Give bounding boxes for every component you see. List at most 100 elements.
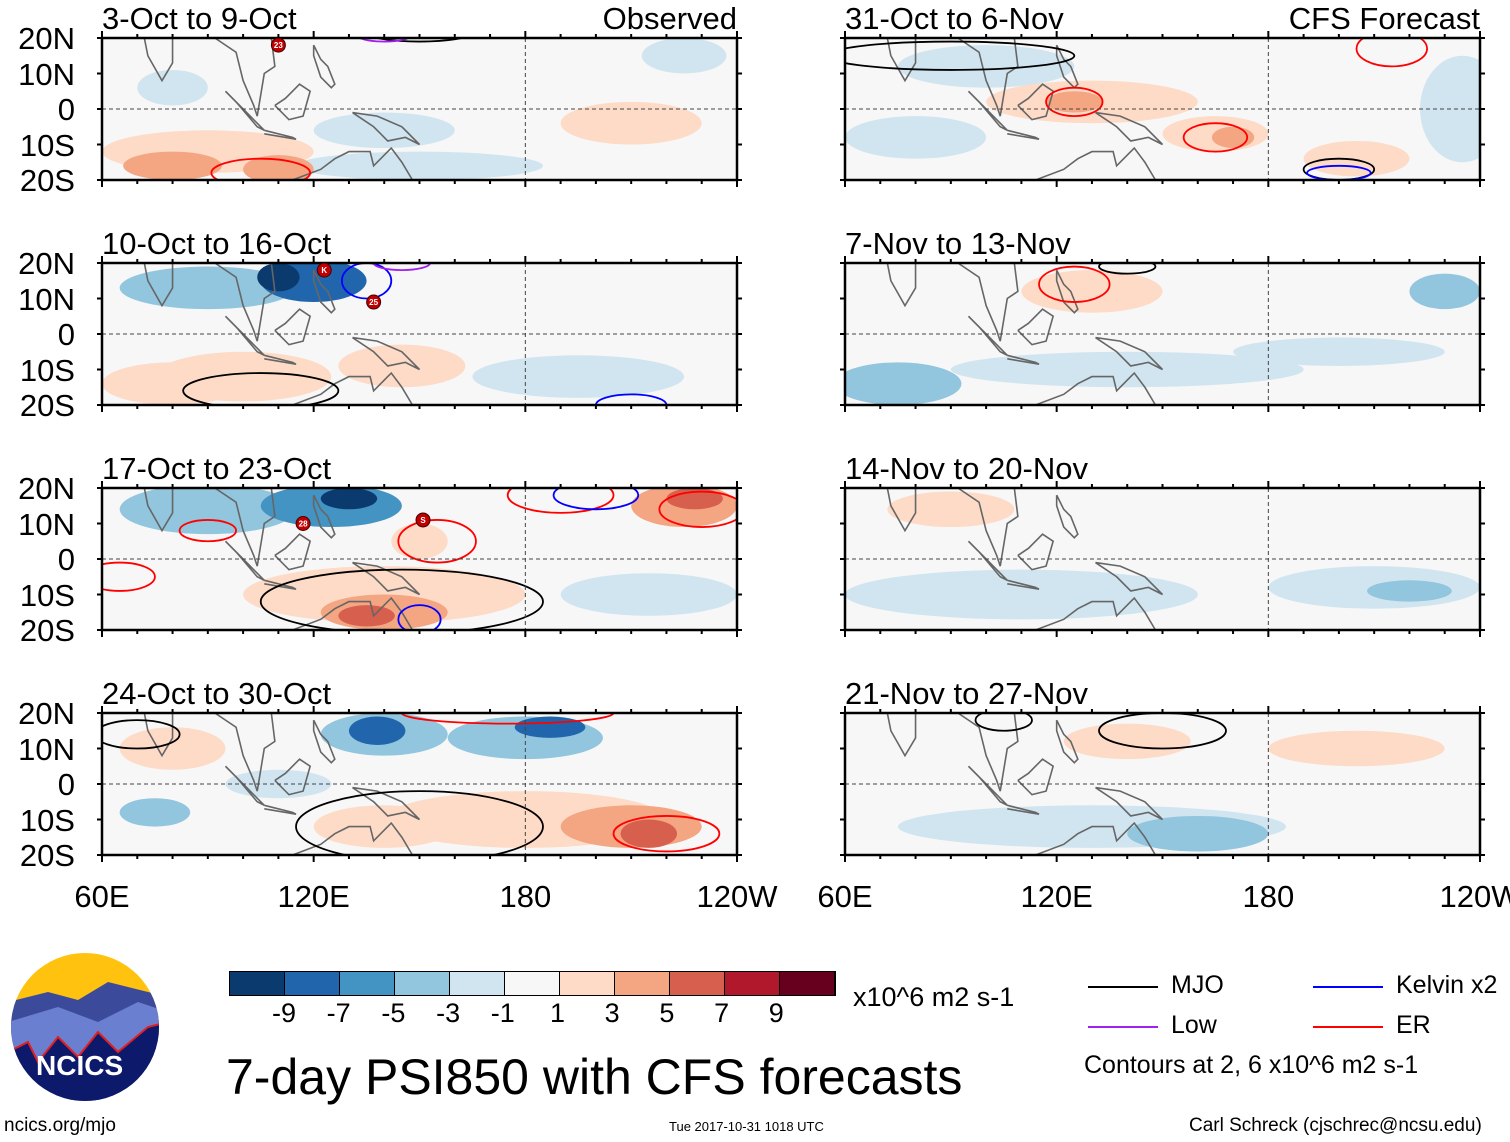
mjo-contour — [102, 719, 181, 750]
legend-line-swatch — [1088, 986, 1158, 988]
coastline — [957, 263, 1019, 342]
coastline — [957, 488, 1019, 567]
storm-label: 23 — [274, 41, 283, 50]
er-contour — [1038, 265, 1111, 303]
mjo-contour — [259, 568, 544, 630]
source-url[interactable]: ncics.org/mjo — [4, 1115, 116, 1136]
legend-line-swatch — [1088, 1026, 1158, 1028]
coastline — [274, 308, 312, 346]
lat-tick-label: 10S — [19, 802, 75, 838]
tropical-cyclone-marker: 28 — [295, 516, 311, 531]
anomaly-shading — [1046, 91, 1103, 113]
tropical-cyclone-marker: 23 — [270, 37, 286, 53]
coastline — [1017, 758, 1055, 796]
kelvin-contour — [594, 393, 668, 405]
er-contour — [397, 519, 477, 564]
coastline — [224, 90, 265, 132]
mjo-contour — [974, 713, 1033, 732]
colorbar-tick: 5 — [659, 998, 675, 1028]
legend-line-swatch — [1313, 986, 1383, 988]
anomaly-shading — [897, 45, 1075, 88]
lon-tick-label: 120W — [696, 879, 778, 914]
colorbar-tick: 1 — [549, 998, 566, 1028]
lat-tick-label: 0 — [57, 542, 75, 577]
anomaly-shading — [348, 716, 406, 745]
coastline — [214, 263, 276, 342]
anomaly-shading — [1233, 337, 1445, 366]
panel-title: 31-Oct to 6-Nov — [845, 1, 1064, 36]
colorbar-swatch — [780, 972, 835, 995]
units-label: x10^6 m2 s-1 — [853, 982, 1015, 1012]
coastline — [352, 336, 421, 371]
colorbar-tick: 7 — [714, 998, 730, 1028]
coastline — [1035, 596, 1157, 630]
colorbar-tick: 3 — [604, 998, 620, 1028]
legend-label: Low — [1171, 1011, 1217, 1039]
coastline — [224, 315, 265, 357]
map-panel — [840, 706, 1485, 862]
colorbar-swatch — [450, 972, 505, 995]
kelvin-contour — [340, 263, 393, 300]
er-contour — [1182, 122, 1249, 153]
logo-text: NCICS — [36, 1050, 124, 1081]
coastline — [1055, 269, 1079, 314]
er-contour — [612, 815, 721, 853]
coastline — [1007, 129, 1040, 140]
coastline — [264, 129, 297, 140]
anomaly-shading — [119, 488, 297, 535]
colorbar-tick: -5 — [381, 998, 406, 1028]
legend-label: ER — [1396, 1011, 1431, 1039]
coastline — [1035, 371, 1157, 405]
lon-tick-label: 180 — [1242, 879, 1295, 914]
coastline — [264, 354, 297, 365]
lat-tick-label: 20S — [19, 838, 75, 873]
anomaly-shading — [1268, 730, 1445, 767]
coastline — [886, 263, 917, 308]
panel-title: 10-Oct to 16-Oct — [102, 226, 332, 261]
lat-tick-label: 0 — [57, 767, 75, 802]
anomaly-shading — [119, 266, 297, 310]
panel-title: 3-Oct to 9-Oct — [102, 1, 297, 36]
author: Carl Schreck (cjschrec@ncsu.edu) — [1189, 1115, 1482, 1136]
coastline — [1055, 494, 1079, 539]
lat-tick-label: 20N — [18, 471, 75, 506]
coastline — [143, 263, 174, 308]
coastline — [292, 371, 414, 405]
coastline — [143, 713, 174, 758]
anomaly-shading — [154, 351, 332, 402]
anomaly-shading — [123, 151, 222, 180]
coastline — [967, 315, 1008, 357]
anomaly-shading — [1349, 38, 1435, 74]
lon-tick-label: 120E — [277, 879, 350, 914]
coastline — [352, 561, 421, 596]
legend-label: Kelvin x2 — [1396, 971, 1498, 999]
colorbar-swatch — [725, 972, 780, 995]
coastline — [312, 494, 336, 539]
lat-tick-label: 10S — [19, 352, 75, 388]
tropical-cyclone-marker: 25 — [366, 294, 382, 310]
anomaly-shading — [296, 151, 543, 180]
anomaly-shading — [313, 112, 455, 149]
colorbar — [229, 971, 836, 996]
coastline — [1055, 44, 1079, 89]
kelvin-contour — [397, 604, 442, 630]
coastline — [1055, 719, 1079, 764]
coastline — [143, 38, 174, 83]
coastline — [1017, 308, 1055, 346]
mjo-contour — [1302, 157, 1376, 180]
mjo-contour — [1098, 263, 1157, 275]
lon-tick-label: 60E — [817, 879, 873, 914]
colorbar-swatch — [230, 972, 285, 995]
map-panels: 23 K 25 28 S — [97, 31, 1485, 862]
er-contour — [1045, 86, 1104, 118]
coastline — [292, 821, 414, 855]
mjo-contour — [295, 790, 544, 855]
panel-title: 7-Nov to 13-Nov — [845, 226, 1071, 261]
anomaly-shading — [933, 723, 1040, 760]
anomaly-shading — [257, 263, 300, 292]
panel-title: 14-Nov to 20-Nov — [845, 451, 1088, 486]
anomaly-shading — [391, 523, 448, 559]
anomaly-shading — [560, 573, 737, 616]
colorbar-swatch — [395, 972, 450, 995]
